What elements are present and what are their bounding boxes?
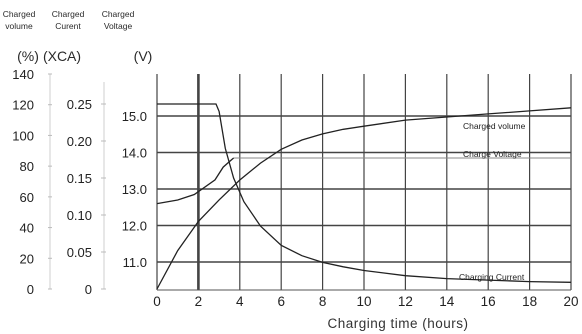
y-tick-label-2: 14.0 [122,146,147,161]
series-label-charging-current: Charging Current [459,272,525,282]
y-tick-label-0: 140 [12,67,34,82]
y-tick-label-0: 20 [20,251,34,266]
y-tick-label-2: 12.0 [122,219,147,234]
x-tick-label: 2 [195,294,203,309]
series-label-charge-voltage: Charge Voltage [463,149,522,159]
y-tick-label-0: 40 [20,221,34,236]
y-tick-label-1: 0 [85,282,92,297]
series-line-charged-volume [156,107,572,290]
axis-header-0: Charged volume [3,9,36,31]
y-tick-label-2: 13.0 [122,182,147,197]
y-tick-label-0: 0 [27,282,34,297]
axis-header-2: Charged Voltage [102,9,135,31]
y-tick-label-1: 0.15 [67,171,92,186]
series-line-charging-current [157,103,572,283]
y-tick-label-1: 0.10 [67,208,92,223]
y-tick-label-0: 60 [20,190,34,205]
x-tick-label: 6 [277,294,285,309]
y-tick-label-0: 120 [12,98,34,113]
y-tick-label-2: 11.0 [123,255,147,270]
axis-unit-2: (V) [134,48,153,64]
y-tick-label-2: 15.0 [122,109,147,124]
x-tick-label: 4 [236,294,244,309]
x-tick-label: 0 [153,294,161,309]
y-tick-label-1: 0.05 [67,245,92,260]
x-axis-title: Charging time (hours) [327,316,468,331]
x-tick-label: 18 [522,294,537,309]
x-tick-label: 16 [481,294,496,309]
y-tick-label-0: 80 [20,159,34,174]
x-tick-label: 12 [398,294,413,309]
x-tick-label: 20 [563,294,578,309]
y-tick-label-0: 100 [12,128,34,143]
x-tick-label: 14 [439,294,455,309]
axis-unit-1: (XCA) [43,48,81,64]
series-label-charged-volume: Charged volume [463,121,526,131]
x-tick-label: 8 [319,294,327,309]
axis-unit-0: (%) [17,48,39,64]
axis-header-1: Charged Curent [52,9,85,31]
x-tick-label: 10 [356,294,371,309]
y-tick-label-1: 0.20 [67,134,92,149]
y-tick-label-1: 0.25 [67,97,92,112]
